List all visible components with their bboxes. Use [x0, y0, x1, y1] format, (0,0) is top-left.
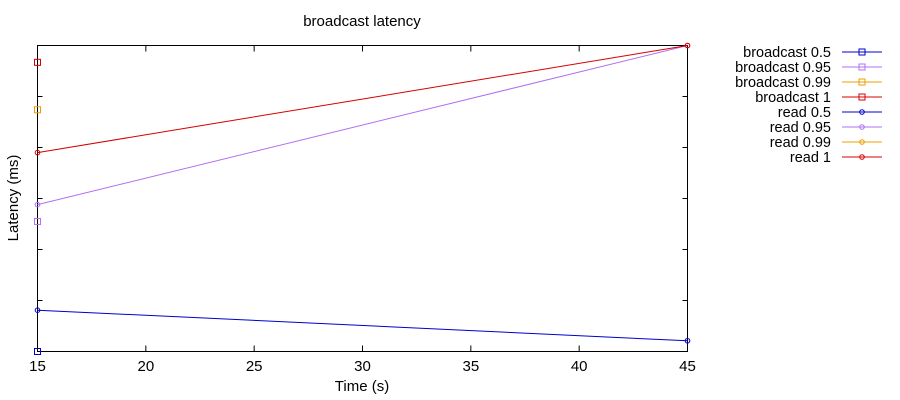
- legend-label: broadcast 0.95: [735, 60, 831, 76]
- x-tick-label: 40: [571, 358, 588, 375]
- legend-item: read 0.99: [770, 135, 882, 151]
- axis-ticks: [37, 45, 688, 352]
- legend-marker: [858, 78, 866, 86]
- legend-marker: [858, 48, 866, 56]
- x-axis-label: Time (s): [335, 378, 389, 395]
- legend-item: broadcast 0.99: [735, 75, 882, 91]
- series-read-0-95: [34, 42, 691, 208]
- x-tick-label: 25: [246, 358, 263, 375]
- x-tick-label: 30: [354, 358, 371, 375]
- series-read-1: [34, 42, 691, 156]
- legend-label: read 1: [790, 150, 831, 166]
- series-broadcast-0-99: [34, 106, 41, 114]
- legend-marker: [859, 154, 865, 160]
- x-tick-label: 35: [462, 358, 479, 375]
- legend-item: read 1: [790, 150, 882, 166]
- legend-item: broadcast 0.95: [735, 60, 882, 76]
- x-tick-labels: 15 20 25 30 35 40 45: [29, 358, 696, 375]
- legend-item: broadcast 1: [755, 90, 882, 106]
- legend-label: read 0.5: [778, 105, 831, 121]
- legend-marker: [858, 93, 866, 101]
- x-tick-label: 45: [679, 358, 696, 375]
- x-tick-label: 20: [137, 358, 154, 375]
- legend-label: broadcast 0.99: [735, 75, 831, 91]
- series-broadcast-0-5: [34, 348, 41, 355]
- legend-item: broadcast 0.5: [743, 45, 882, 61]
- series-read-0-5: [34, 307, 691, 344]
- legend-marker: [859, 124, 865, 130]
- data-point: [34, 106, 41, 114]
- data-point: [684, 337, 691, 344]
- plot-area-frame: [37, 45, 688, 352]
- data-point: [684, 42, 691, 49]
- legend-label: read 0.95: [770, 120, 831, 136]
- data-point: [34, 217, 41, 225]
- chart-title: broadcast latency: [303, 13, 421, 30]
- x-tick-label: 15: [29, 358, 46, 375]
- series-line: [37, 309, 688, 342]
- data-point: [34, 201, 41, 208]
- series-line: [37, 45, 688, 154]
- series-layer: [34, 42, 691, 355]
- data-point: [34, 348, 41, 355]
- data-point: [34, 58, 41, 66]
- y-axis-label: Latency (ms): [5, 155, 22, 242]
- legend-marker: [858, 63, 866, 71]
- series-line: [37, 45, 688, 206]
- series-broadcast-0-95: [34, 217, 41, 225]
- legend-label: read 0.99: [770, 135, 831, 151]
- legend-label: broadcast 1: [755, 90, 831, 106]
- legend-item: read 0.95: [770, 120, 882, 136]
- legend-label: broadcast 0.5: [743, 45, 831, 61]
- legend-marker: [859, 139, 865, 145]
- legend-marker: [859, 109, 865, 115]
- data-point: [34, 149, 41, 156]
- series-broadcast-1: [34, 58, 41, 66]
- legend-item: read 0.5: [778, 105, 882, 121]
- data-point: [34, 307, 41, 313]
